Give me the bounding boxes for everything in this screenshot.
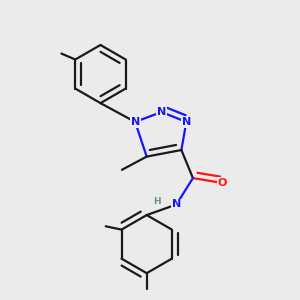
- Text: N: N: [182, 117, 191, 127]
- Text: N: N: [130, 117, 140, 127]
- Text: O: O: [218, 178, 227, 188]
- Text: N: N: [172, 200, 181, 209]
- Text: N: N: [157, 107, 166, 117]
- Text: H: H: [153, 197, 160, 206]
